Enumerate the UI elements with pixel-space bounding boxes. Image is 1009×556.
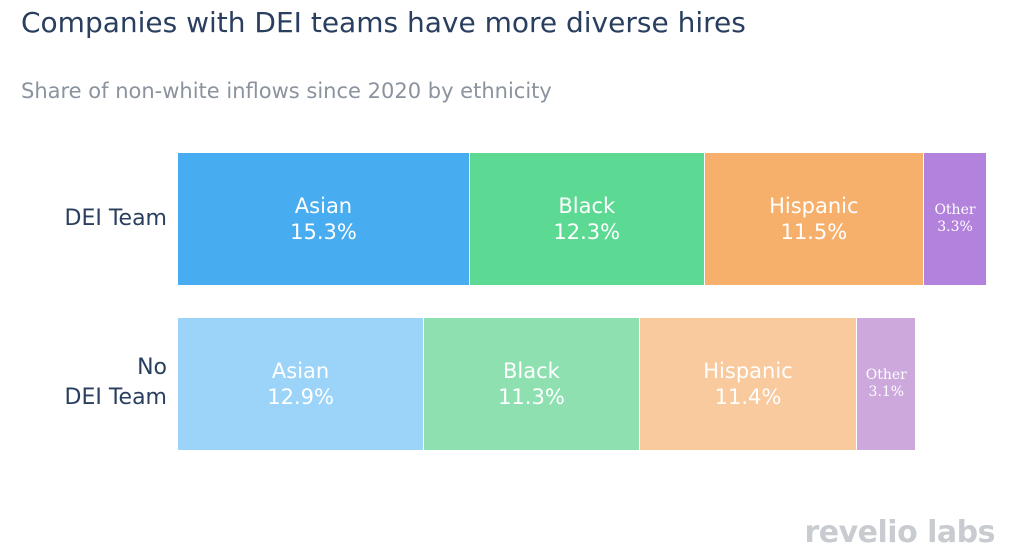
segment-label: Asian xyxy=(294,193,353,218)
segment-value-label: 12.3% xyxy=(553,220,621,244)
row-label-no-dei-team: No DEI Team xyxy=(7,353,167,413)
segment-label: Asian xyxy=(271,358,330,383)
bar-segment-asian: Asian 12.9% xyxy=(178,318,425,450)
bar-row-dei-team: Asian 15.3% Black 12.3% Hispanic 11.5% Other 3.… xyxy=(178,153,987,285)
chart-title: Companies with DEI teams have more diver… xyxy=(21,6,746,39)
chart-subtitle: Share of non-white inflows since 2020 by… xyxy=(21,79,552,103)
row-label-text: No DEI Team xyxy=(64,355,167,410)
segment-value-label: 15.3% xyxy=(290,220,357,244)
bar-segment-asian: Asian 15.3% xyxy=(178,153,470,285)
row-label-text: DEI Team xyxy=(64,206,167,231)
bar-segment-hispanic: Hispanic 11.5% xyxy=(704,153,925,285)
segment-value-label: 12.9% xyxy=(267,385,334,409)
row-label-dei-team: DEI Team xyxy=(7,204,167,234)
segment-label: Black xyxy=(558,193,616,218)
bar-segment-black: Black 12.3% xyxy=(469,153,705,285)
segment-label: Other xyxy=(865,366,907,383)
segment-label: Other xyxy=(934,201,976,218)
bar-row-no-dei-team: Asian 12.9% Black 11.3% Hispanic 11.4% Other 3.… xyxy=(178,318,917,450)
bar-segment-hispanic: Hispanic 11.4% xyxy=(639,318,858,450)
segment-value-label: 3.1% xyxy=(868,384,905,400)
bar-segment-other: Other 3.1% xyxy=(857,318,917,450)
segment-label: Hispanic xyxy=(769,193,859,218)
segment-value-label: 11.3% xyxy=(498,385,565,409)
bar-segment-black: Black 11.3% xyxy=(424,318,640,450)
segment-label: Black xyxy=(503,358,560,383)
segment-value-label: 11.4% xyxy=(714,385,782,409)
segment-value-label: 11.5% xyxy=(780,220,848,244)
revelio-labs-logo: revelio labs xyxy=(804,515,995,550)
bar-segment-other: Other 3.3% xyxy=(924,153,987,285)
segment-value-label: 3.3% xyxy=(937,219,973,235)
segment-label: Hispanic xyxy=(703,358,793,383)
